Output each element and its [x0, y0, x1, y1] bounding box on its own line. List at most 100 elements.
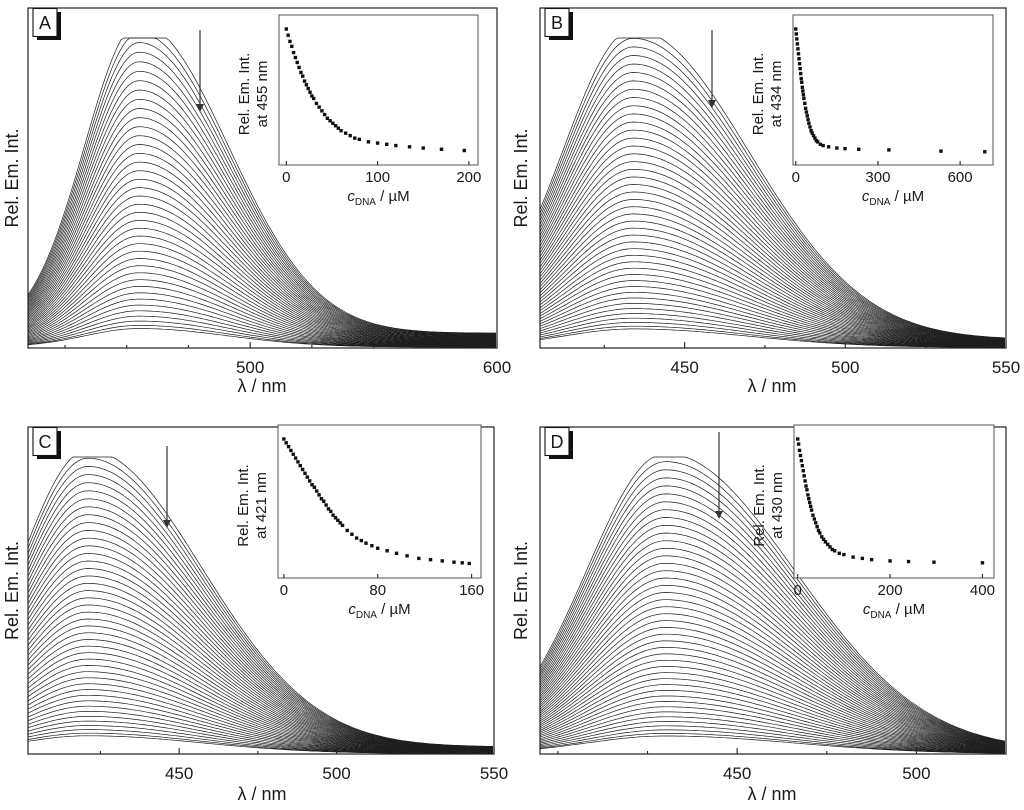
inset-x-label-subscript: DNA	[355, 197, 376, 208]
inset-frame	[793, 424, 995, 579]
spectrum-curve	[27, 89, 496, 337]
x-tick-label: 450	[670, 358, 698, 377]
inset-data-point	[421, 146, 425, 150]
inset-data-point	[329, 509, 333, 514]
inset-data-point	[310, 94, 314, 98]
spectrum-curve	[539, 220, 1006, 345]
inset-data-point	[467, 561, 471, 566]
spectrum-curve	[539, 97, 1006, 341]
inset-data-point	[328, 119, 332, 123]
inset-x-label-unit: / µM	[377, 601, 411, 618]
spectrum-curve	[539, 540, 1006, 746]
inset-data-point	[821, 143, 825, 148]
spectrum-curve	[27, 265, 496, 345]
inset-data-point	[296, 460, 300, 464]
inset-data-point	[284, 441, 288, 445]
inset-data-point	[366, 140, 371, 144]
inset-frame	[792, 14, 994, 166]
inset-data-point	[460, 561, 464, 565]
spectrum-curve	[539, 168, 1006, 343]
panel-letter: C	[39, 432, 52, 452]
inset-x-label-symbol: c	[862, 188, 870, 205]
plot-frame	[27, 7, 498, 349]
inset-x-label-subscript: DNA	[869, 197, 890, 208]
inset-frame	[277, 424, 482, 579]
panel-letter-box	[32, 7, 58, 38]
inset-data-point	[811, 133, 816, 138]
inset-data-point	[800, 463, 805, 468]
inset-data-point	[983, 150, 987, 154]
spectrum-curve	[27, 108, 497, 338]
spectrum-curve	[539, 599, 1006, 748]
spectrum-curve	[539, 532, 1006, 745]
spectrum-curve	[539, 477, 1006, 743]
spectrum-curve	[539, 633, 1006, 750]
inset-data-point	[338, 521, 342, 525]
inset-data-point	[304, 83, 309, 87]
spectrum-curve	[539, 227, 1006, 345]
spectrum-curve	[27, 42, 496, 335]
inset-data-point	[293, 456, 298, 460]
inset-data-point	[320, 109, 324, 113]
inset-data-point	[428, 557, 433, 562]
inset-data-point	[298, 463, 302, 468]
inset-data-point	[830, 547, 835, 552]
inset-data-point	[807, 121, 811, 125]
decrease-arrow-head	[163, 520, 171, 528]
spectra-group	[539, 456, 1006, 754]
inset-data-point	[417, 556, 421, 561]
inset-data-point	[796, 442, 801, 446]
spectrum-curve	[27, 211, 496, 343]
inset-data-point	[325, 116, 330, 120]
spectrum-curve	[539, 176, 1006, 343]
inset-data-point	[805, 114, 809, 118]
spectrum-curve	[539, 303, 1005, 347]
spectrum-curve	[539, 640, 1006, 750]
inset-data-point	[322, 112, 327, 117]
spectrum-curve	[539, 46, 1006, 339]
inset-data-point	[452, 560, 456, 564]
inset-data-point	[807, 496, 811, 501]
x-axis-label: λ / nm	[237, 784, 286, 804]
inset-data-point	[394, 551, 399, 555]
inset-data-point	[317, 493, 321, 497]
x-tick-label: 500	[322, 764, 350, 783]
inset-data-point	[816, 528, 821, 533]
inset-data-point	[314, 101, 319, 106]
spectrum-curve	[539, 145, 1006, 342]
spectrum-curve	[27, 126, 496, 339]
inset-data-point	[860, 556, 865, 561]
inset-data-point	[288, 39, 292, 44]
inset-data-point	[812, 517, 817, 521]
inset-x-label-symbol: c	[347, 188, 355, 205]
inset-data-point	[359, 538, 364, 543]
spectrum-curve	[27, 243, 496, 344]
inset-data-point	[804, 484, 808, 488]
inset-data-point	[802, 96, 806, 101]
spectrum-curve	[27, 152, 496, 340]
inset-data-point	[826, 145, 831, 149]
spectrum-curve	[539, 191, 1005, 344]
inset-data-point	[826, 542, 830, 547]
inset-data-point	[462, 148, 467, 153]
inset-data-point	[290, 44, 294, 49]
spectrum-curve	[27, 195, 496, 342]
inset-data-point	[407, 145, 412, 149]
spectrum-curve	[539, 562, 1006, 747]
inset-data-point	[806, 117, 810, 122]
inset-data-point	[813, 136, 817, 140]
inset-data-point	[808, 504, 813, 509]
x-tick-label: 500	[831, 358, 859, 377]
spectrum-curve	[27, 98, 496, 337]
inset-data-point	[809, 128, 813, 133]
panel-letter-box	[32, 426, 58, 457]
inset-data-point	[806, 493, 810, 497]
inset-x-tick-label: 100	[365, 169, 390, 186]
inset-data-point	[297, 65, 301, 70]
inset-data-point	[888, 559, 892, 563]
inset-data-point	[439, 147, 444, 151]
inset-data-point	[828, 545, 832, 549]
spectrum-curve	[539, 659, 1006, 751]
spectrum-curve	[539, 241, 1005, 345]
inset-data-point	[375, 141, 380, 145]
